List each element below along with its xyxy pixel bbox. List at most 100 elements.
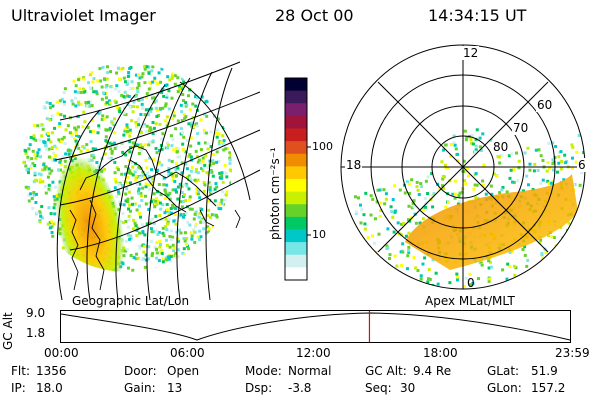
emission-speckle bbox=[131, 110, 135, 114]
emission-speckle bbox=[169, 237, 173, 241]
emission-speckle bbox=[176, 155, 180, 159]
status-seq-value: 30 bbox=[400, 381, 416, 395]
emission-speckle bbox=[165, 93, 169, 97]
emission-speckle bbox=[149, 128, 153, 132]
emission-speckle bbox=[192, 217, 196, 221]
emission-speckle bbox=[546, 179, 550, 183]
emission-speckle bbox=[125, 125, 129, 129]
emission-speckle bbox=[223, 203, 227, 207]
color-scale-swatch bbox=[285, 103, 307, 117]
emission-speckle bbox=[216, 147, 220, 151]
emission-speckle bbox=[155, 267, 159, 271]
emission-speckle bbox=[194, 222, 198, 226]
emission-speckle bbox=[78, 87, 82, 91]
emission-speckle bbox=[109, 156, 113, 160]
emission-speckle bbox=[487, 266, 491, 270]
emission-speckle bbox=[412, 199, 416, 203]
status-gcalt-value: 9.4 Re bbox=[413, 364, 452, 378]
emission-speckle bbox=[378, 188, 382, 192]
emission-speckle bbox=[206, 213, 210, 217]
emission-speckle bbox=[199, 220, 203, 224]
emission-speckle bbox=[421, 262, 425, 266]
emission-speckle bbox=[176, 147, 180, 151]
emission-speckle bbox=[195, 191, 199, 195]
emission-speckle bbox=[140, 199, 144, 203]
emission-speckle bbox=[165, 183, 169, 187]
emission-speckle bbox=[423, 196, 427, 200]
emission-speckle bbox=[151, 182, 155, 186]
emission-speckle bbox=[220, 176, 224, 180]
status-dsp-label: Dsp: bbox=[245, 381, 273, 395]
emission-speckle bbox=[98, 110, 102, 114]
emission-speckle bbox=[124, 153, 128, 157]
emission-speckle bbox=[536, 168, 540, 172]
emission-speckle bbox=[206, 147, 210, 151]
emission-speckle bbox=[539, 181, 543, 185]
emission-speckle bbox=[124, 127, 128, 131]
emission-speckle bbox=[147, 87, 151, 91]
emission-speckle bbox=[149, 107, 153, 111]
emission-speckle bbox=[196, 96, 200, 100]
emission-speckle bbox=[139, 244, 143, 248]
emission-speckle bbox=[108, 141, 112, 145]
emission-speckle bbox=[183, 253, 187, 257]
emission-speckle bbox=[373, 217, 377, 221]
emission-speckle bbox=[91, 119, 95, 123]
emission-speckle bbox=[164, 238, 168, 242]
emission-speckle bbox=[143, 123, 147, 127]
emission-speckle bbox=[166, 222, 170, 226]
emission-speckle bbox=[209, 130, 213, 134]
emission-speckle bbox=[578, 183, 582, 187]
emission-speckle bbox=[369, 194, 373, 198]
emission-speckle bbox=[32, 193, 36, 197]
emission-speckle bbox=[552, 168, 556, 172]
emission-speckle bbox=[111, 142, 115, 146]
emission-speckle bbox=[27, 147, 31, 151]
emission-speckle bbox=[132, 218, 136, 222]
emission-speckle bbox=[552, 236, 556, 240]
emission-speckle bbox=[167, 217, 171, 221]
emission-speckle bbox=[209, 215, 213, 219]
emission-speckle bbox=[167, 213, 171, 217]
polar-mlat-mlt-map[interactable] bbox=[340, 42, 590, 292]
emission-speckle bbox=[104, 128, 108, 132]
emission-speckle bbox=[166, 193, 170, 197]
emission-speckle bbox=[559, 150, 563, 154]
emission-speckle bbox=[482, 163, 486, 167]
emission-speckle bbox=[446, 166, 450, 170]
altitude-timeline-plot[interactable] bbox=[60, 308, 575, 348]
emission-speckle bbox=[128, 134, 132, 138]
emission-speckle bbox=[127, 207, 131, 211]
emission-speckle bbox=[159, 207, 163, 211]
emission-speckle bbox=[122, 111, 126, 115]
emission-speckle bbox=[152, 126, 156, 130]
emission-speckle bbox=[189, 155, 193, 159]
emission-speckle bbox=[460, 190, 464, 194]
emission-speckle bbox=[498, 191, 502, 195]
emission-speckle bbox=[216, 204, 220, 208]
emission-speckle bbox=[456, 275, 460, 279]
emission-speckle bbox=[210, 170, 214, 174]
geographic-map[interactable] bbox=[0, 0, 261, 301]
emission-speckle bbox=[136, 90, 140, 94]
emission-speckle bbox=[34, 156, 38, 160]
emission-speckle bbox=[391, 215, 395, 219]
coastline-outline bbox=[69, 145, 241, 291]
emission-speckle bbox=[521, 189, 525, 193]
emission-speckle bbox=[508, 265, 512, 269]
emission-speckle bbox=[124, 192, 128, 196]
emission-speckle bbox=[127, 71, 131, 75]
emission-speckle bbox=[160, 249, 164, 253]
emission-speckle bbox=[405, 267, 409, 271]
emission-speckle bbox=[100, 169, 104, 173]
emission-speckle bbox=[358, 203, 362, 207]
emission-speckle bbox=[211, 174, 215, 178]
emission-speckle bbox=[171, 72, 175, 76]
emission-speckle bbox=[201, 156, 205, 160]
emission-speckle bbox=[203, 112, 207, 116]
emission-speckle bbox=[90, 104, 94, 108]
status-ip-label: IP: bbox=[11, 381, 26, 395]
emission-speckle bbox=[40, 123, 44, 127]
emission-speckle bbox=[215, 128, 219, 132]
status-gcalt-label: GC Alt: bbox=[365, 364, 407, 378]
